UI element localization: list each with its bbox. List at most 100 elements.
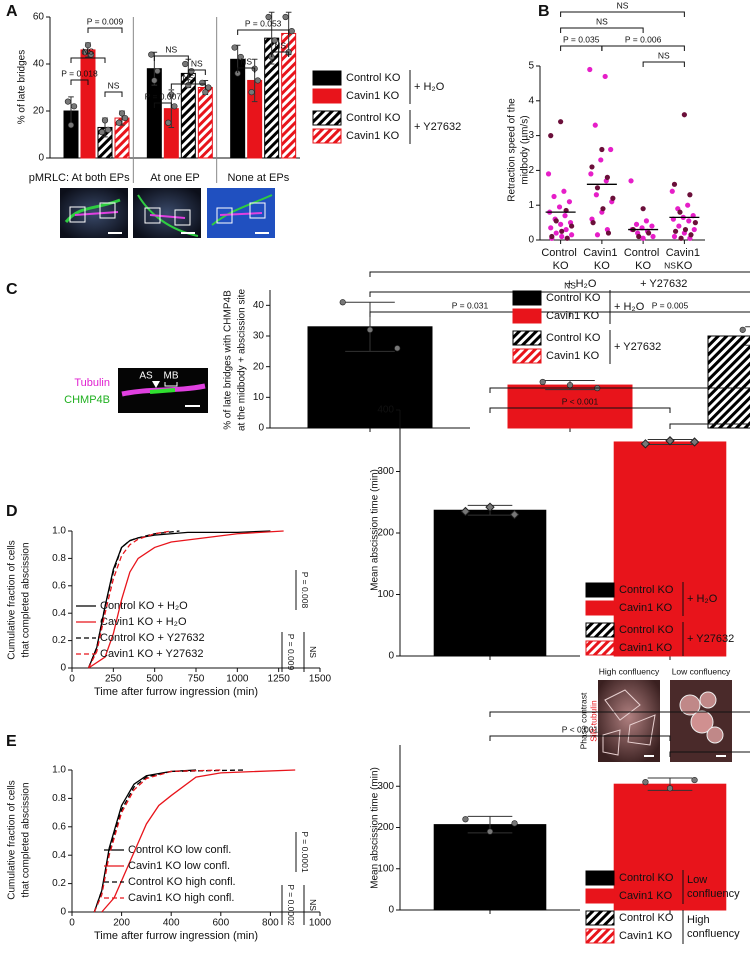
legend-label: Cavin1 KO + Y27632 <box>100 648 203 660</box>
data-point <box>271 37 278 44</box>
data-point <box>672 228 679 234</box>
y-tick-label: 5 <box>528 61 534 72</box>
micrograph <box>133 188 201 238</box>
significance-bracket <box>560 11 685 17</box>
data-point <box>67 121 75 129</box>
significance-label: P = 0.053 <box>245 18 282 28</box>
data-point <box>165 119 172 126</box>
significance-bracket <box>170 83 206 89</box>
data-point <box>569 232 575 238</box>
panel-label: B <box>538 3 550 20</box>
data-point <box>84 42 92 49</box>
series-line <box>87 530 172 669</box>
significance-bracket <box>489 387 750 393</box>
legend-swatch <box>585 582 615 598</box>
data-point <box>610 195 616 201</box>
data-point <box>265 13 272 21</box>
significance-bracket <box>489 407 671 413</box>
data-point <box>551 193 557 200</box>
legend-group-label: + Y27632 <box>614 341 661 353</box>
legend-label: Cavin1 KO low confl. <box>128 860 230 872</box>
data-point <box>569 223 575 229</box>
significance-label: P = 0.035 <box>563 34 600 44</box>
data-point <box>599 146 605 153</box>
significance-bracket <box>369 291 750 297</box>
data-point <box>121 114 129 122</box>
data-point <box>553 218 559 224</box>
legend-label: Cavin1 KO <box>619 890 673 902</box>
data-point <box>460 506 471 517</box>
micrograph <box>598 680 660 762</box>
legend-swatch <box>585 888 615 904</box>
data-point <box>182 60 189 68</box>
legend-label: Control KO <box>346 112 401 124</box>
legend-swatch <box>512 290 542 306</box>
legend-label: Cavin1 KO <box>346 90 400 102</box>
data-point <box>689 437 700 447</box>
significance-label: NS <box>617 0 629 10</box>
y-tick-label: 1 <box>528 200 534 211</box>
channel-label: CHMP4B <box>64 394 110 406</box>
channel-label: Phase contrast <box>578 692 588 749</box>
data-point <box>691 226 697 233</box>
legend-swatch <box>585 622 615 638</box>
micrograph <box>670 680 732 762</box>
y-axis-label: that completed abscission <box>21 542 32 657</box>
data-point <box>148 51 155 58</box>
legend-swatch <box>512 330 542 346</box>
significance-bracket <box>369 271 750 277</box>
significance-label: P = 0.031 <box>452 300 489 310</box>
legend-swatch <box>512 348 542 364</box>
significance-bracket <box>560 27 644 33</box>
annotation: NS <box>308 899 318 911</box>
data-point <box>566 381 574 389</box>
group-label: + H₂O <box>566 278 597 290</box>
y-tick-label: 0 <box>388 651 394 662</box>
y-tick-label: 3 <box>528 130 534 141</box>
x-tick-label: Control KO <box>624 247 663 272</box>
series-line <box>93 769 246 913</box>
y-axis-label: Mean abscission time (min) <box>370 469 381 591</box>
data-point <box>646 230 652 236</box>
data-point <box>691 776 698 784</box>
y-tick-label: 60 <box>33 12 45 23</box>
data-point <box>237 53 244 61</box>
legend-label: Cavin1 KO high confl. <box>128 892 234 904</box>
significance-bracket <box>70 57 106 63</box>
annotation: P = 0.009 <box>286 634 296 671</box>
data-point <box>642 779 649 786</box>
data-point <box>282 13 289 21</box>
y-tick-label: 0 <box>528 235 534 246</box>
data-point <box>665 436 675 446</box>
legend-label: Cavin1 KO <box>619 602 673 614</box>
data-point <box>98 129 106 136</box>
data-point <box>687 192 693 198</box>
bar <box>197 87 213 159</box>
significance-label: NS <box>108 80 120 90</box>
x-tick-label: 1250 <box>268 674 291 685</box>
legend-group-label: + H₂O <box>614 301 645 313</box>
annotation: P = 0.0002 <box>286 884 296 925</box>
data-point <box>605 230 612 236</box>
data-point <box>692 220 698 226</box>
y-tick-label: 0.8 <box>52 793 66 804</box>
series-line <box>93 769 197 913</box>
x-tick-label: 0 <box>69 918 75 929</box>
y-tick-label: 100 <box>377 863 394 874</box>
significance-label: NS <box>191 58 203 68</box>
significance-bracket <box>569 311 750 317</box>
annotation: P = 0.0001 <box>300 831 310 872</box>
y-tick-label: 20 <box>253 361 265 372</box>
significance-bracket <box>87 27 123 33</box>
legend-swatch <box>512 308 542 324</box>
data-point <box>558 119 564 125</box>
data-point <box>154 67 161 75</box>
y-tick-label: 0 <box>60 663 66 674</box>
data-point <box>556 204 563 210</box>
legend-group-label: Low confluency <box>687 874 740 900</box>
x-tick-label: Cavin1 KO <box>666 247 703 272</box>
significance-label: P < 0.001 <box>562 724 599 734</box>
data-point <box>588 171 594 177</box>
y-tick-label: 100 <box>377 589 394 600</box>
x-tick-label: At one EP <box>150 172 200 184</box>
